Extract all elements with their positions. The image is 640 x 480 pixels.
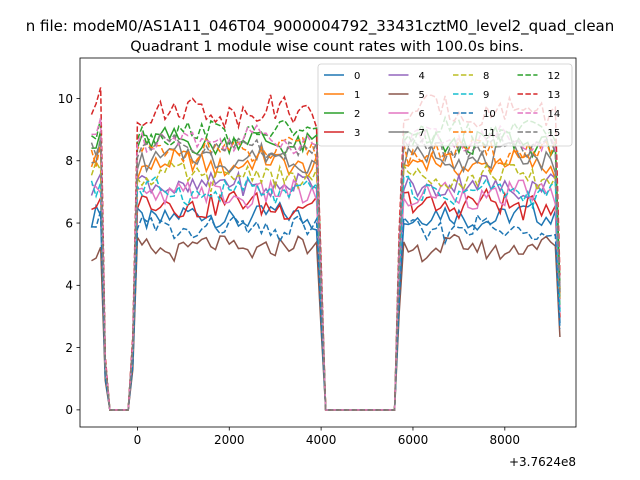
axes-frame bbox=[79, 57, 577, 428]
legend-label: 13 bbox=[548, 90, 561, 101]
legend-label: 5 bbox=[419, 90, 425, 101]
x-axis: 0 2000 4000 6000 8000 bbox=[134, 427, 521, 447]
series-line-11 bbox=[90, 134, 561, 411]
y-axis: 0 2 4 6 8 10 bbox=[58, 92, 80, 417]
legend-label: 8 bbox=[483, 71, 489, 82]
series-line-10 bbox=[91, 210, 561, 411]
axis-offset-text: +3.7624e8 bbox=[509, 455, 576, 469]
legend-label: 15 bbox=[548, 128, 561, 139]
legend-label: 9 bbox=[483, 90, 489, 101]
legend-box bbox=[317, 63, 573, 147]
legend-label: 7 bbox=[419, 128, 425, 139]
x-tick-label: 4000 bbox=[306, 433, 337, 447]
x-tick-label: 6000 bbox=[398, 433, 429, 447]
axes-border bbox=[79, 57, 577, 428]
series-line-9 bbox=[90, 175, 561, 411]
legend-label: 11 bbox=[483, 128, 496, 139]
x-tick-label: 8000 bbox=[490, 433, 521, 447]
series-line-0 bbox=[90, 201, 561, 411]
legend-label: 10 bbox=[483, 109, 496, 120]
series-line-6 bbox=[91, 178, 561, 411]
series-line-7 bbox=[91, 137, 561, 411]
x-tick-label: 0 bbox=[134, 433, 142, 447]
legend-label: 6 bbox=[419, 109, 425, 120]
x-tick-label: 2000 bbox=[214, 433, 245, 447]
chart-title: Quadrant 1 module wise count rates with … bbox=[130, 39, 524, 55]
legend-label: 1 bbox=[354, 90, 360, 101]
series-line-5 bbox=[91, 233, 561, 411]
legend-label: 0 bbox=[354, 71, 360, 82]
y-tick-label: 8 bbox=[65, 154, 73, 168]
y-tick-label: 2 bbox=[65, 341, 73, 355]
legend-label: 12 bbox=[548, 71, 561, 82]
legend-label: 14 bbox=[548, 109, 561, 120]
legend-label: 4 bbox=[419, 71, 425, 82]
y-tick-label: 6 bbox=[65, 216, 73, 230]
series-line-12 bbox=[91, 115, 561, 411]
legend-label: 3 bbox=[354, 128, 360, 139]
suptitle: n file: modeM0/AS1A11_046T04_9000004792_… bbox=[26, 17, 615, 36]
series-line-15 bbox=[90, 132, 561, 411]
y-tick-label: 0 bbox=[65, 403, 73, 417]
legend-label: 2 bbox=[354, 109, 360, 120]
y-tick-label: 4 bbox=[65, 279, 73, 293]
series-line-14 bbox=[91, 117, 561, 411]
series-line-4 bbox=[90, 170, 561, 411]
y-tick-label: 10 bbox=[58, 92, 73, 106]
